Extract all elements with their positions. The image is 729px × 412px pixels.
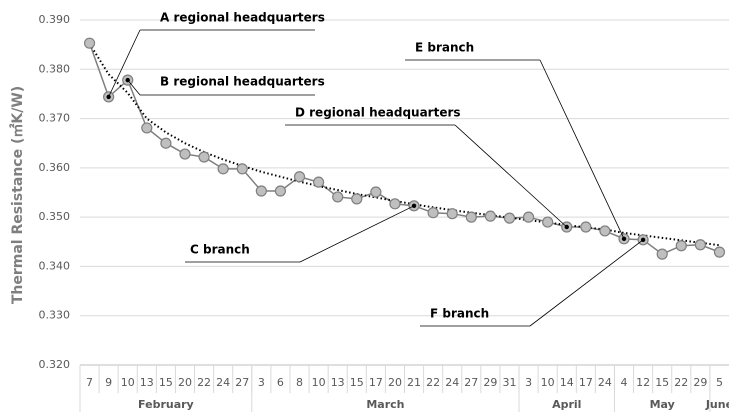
- x-tick-label: 3: [258, 376, 265, 389]
- highlight-dot: [106, 94, 111, 100]
- data-point: [179, 148, 191, 160]
- data-point: [542, 216, 554, 228]
- data-point: [427, 207, 439, 219]
- data-point: [293, 171, 306, 183]
- x-tick-label: 5: [716, 376, 723, 389]
- month-label: April: [552, 398, 581, 411]
- trendline: [88, 43, 720, 247]
- y-tick-label: 0.380: [39, 62, 71, 75]
- x-tick-label: 13: [140, 376, 154, 389]
- data-point: [713, 246, 726, 258]
- x-tick-label: 13: [331, 376, 345, 389]
- month-label: February: [138, 398, 194, 411]
- x-tick-label: 15: [655, 376, 669, 389]
- x-tick-label: 10: [121, 376, 135, 389]
- y-tick-label: 0.390: [39, 13, 71, 26]
- highlight-dot: [564, 224, 569, 230]
- annotation-leader: [108, 29, 141, 98]
- month-label: June: [705, 398, 729, 411]
- x-tick-label: 29: [483, 376, 497, 389]
- x-tick-label: 7: [86, 376, 93, 389]
- data-point: [198, 151, 210, 163]
- x-tick-label: 3: [525, 376, 532, 389]
- x-tick-label: 24: [445, 376, 459, 389]
- data-point: [83, 37, 96, 49]
- data-point: [580, 221, 592, 233]
- data-point: [332, 191, 344, 203]
- x-tick-label: 17: [579, 376, 593, 389]
- data-point: [351, 193, 363, 205]
- data-point: [141, 122, 153, 134]
- x-tick-label: 21: [407, 376, 421, 389]
- data-point: [503, 212, 516, 224]
- x-tick-label: 15: [350, 376, 364, 389]
- y-tick-label: 0.330: [39, 309, 71, 322]
- x-tick-label: 24: [216, 376, 230, 389]
- x-tick-label: 29: [693, 376, 707, 389]
- x-tick-label: 22: [674, 376, 688, 389]
- annotation: C branch: [190, 243, 250, 257]
- annotation: F branch: [430, 307, 489, 321]
- x-tick-label: 10: [312, 376, 326, 389]
- annotation-leader: [529, 239, 644, 327]
- x-tick-label: 15: [159, 376, 173, 389]
- annotation-leader: [539, 59, 625, 239]
- x-tick-label: 24: [598, 376, 612, 389]
- data-point: [313, 176, 325, 188]
- data-point: [160, 137, 172, 149]
- highlight-dot: [640, 237, 646, 243]
- x-tick-label: 22: [197, 376, 211, 389]
- x-tick-label: 12: [636, 376, 650, 389]
- y-tick-label: 0.370: [39, 112, 71, 125]
- data-point: [255, 185, 267, 197]
- data-point: [599, 225, 611, 237]
- x-tick-label: 17: [369, 376, 383, 389]
- annotation-leader: [127, 79, 141, 96]
- x-tick-label: 8: [296, 376, 303, 389]
- y-axis-label: Thermal Resistance (㎡K/W): [9, 86, 26, 304]
- highlight-dot: [125, 77, 130, 83]
- y-tick-label: 0.350: [39, 210, 71, 223]
- x-tick-label: 27: [464, 376, 478, 389]
- data-point: [484, 210, 496, 222]
- data-point: [694, 239, 706, 251]
- x-tick-label: 9: [105, 376, 112, 389]
- data-line: [88, 42, 720, 255]
- x-tick-label: 10: [541, 376, 555, 389]
- highlight-dot: [411, 203, 417, 209]
- annotation-leader: [454, 124, 568, 228]
- x-tick-label: 14: [560, 376, 574, 389]
- data-point: [675, 240, 687, 252]
- annotation-leader: [299, 205, 415, 263]
- highlight-dot: [621, 236, 627, 242]
- y-tick-label: 0.360: [39, 161, 71, 174]
- month-label: May: [650, 398, 675, 411]
- x-tick-label: 31: [502, 376, 516, 389]
- y-tick-label: 0.340: [39, 259, 71, 272]
- data-point: [370, 186, 382, 198]
- data-point: [236, 163, 248, 175]
- data-point: [446, 208, 458, 220]
- data-point: [217, 163, 229, 175]
- x-tick-label: 20: [178, 376, 192, 389]
- x-tick-label: 6: [277, 376, 284, 389]
- data-point: [522, 211, 535, 223]
- x-tick-label: 20: [388, 376, 402, 389]
- data-point: [389, 198, 401, 210]
- data-point: [274, 185, 287, 197]
- data-point: [465, 211, 477, 223]
- data-point: [656, 248, 668, 260]
- month-label: March: [366, 398, 404, 411]
- annotation: A regional headquarters: [160, 11, 325, 25]
- annotation: B regional headquarters: [160, 75, 325, 89]
- y-tick-label: 0.320: [39, 358, 71, 371]
- annotation: D regional headquarters: [295, 106, 461, 120]
- x-tick-label: 27: [235, 376, 249, 389]
- annotation: E branch: [415, 41, 474, 55]
- x-tick-label: 4: [621, 376, 628, 389]
- x-tick-label: 22: [426, 376, 440, 389]
